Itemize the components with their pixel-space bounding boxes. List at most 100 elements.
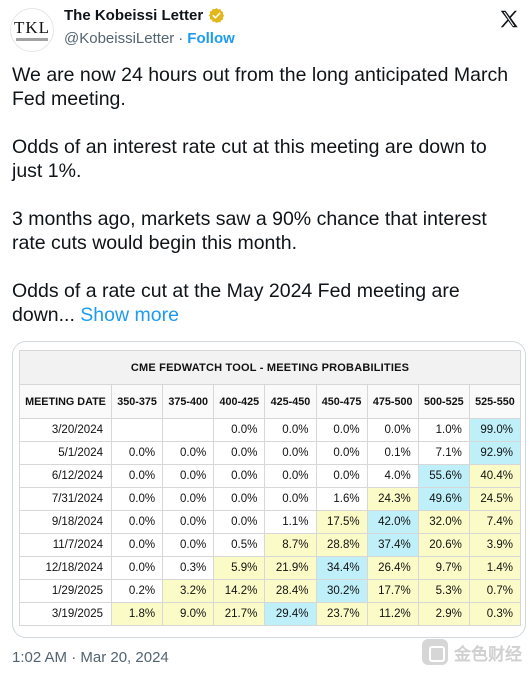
probability-cell: 42.0% — [366, 510, 419, 534]
meeting-date-cell: 3/19/2025 — [19, 602, 112, 626]
show-more-link[interactable]: Show more — [80, 304, 179, 326]
avatar[interactable]: TKL — [10, 8, 54, 52]
table-row: 9/18/2024 0.0% 0.0% 0.0% 1.1% 17.5% 42.0% 32.0%… — [19, 510, 522, 534]
tweet-header: TKL The Kobeissi Letter @KobeissiLetter … — [10, 6, 520, 56]
probability-cell: 0.0% — [162, 464, 215, 488]
meeting-date-cell: 11/7/2024 — [19, 533, 112, 557]
table-body: 3/20/2024 0.0% 0.0% 0.0% 0.0% 1.0% 99.0% 5/1/20… — [19, 418, 522, 626]
header-rate-range: 400-425 — [213, 384, 266, 419]
tweet-paragraph-last: Odds of a rate cut at the May 2024 Fed m… — [12, 279, 517, 327]
probability-cell: 0.0% — [110, 464, 164, 488]
meeting-date-cell: 9/18/2024 — [19, 510, 112, 534]
probability-cell: 30.2% — [315, 579, 368, 603]
probability-cell: 0.0% — [264, 441, 317, 465]
follow-button[interactable]: Follow — [187, 30, 235, 47]
probability-cell: 3.9% — [468, 533, 522, 557]
probability-cell: 23.7% — [315, 602, 368, 626]
probability-cell: 21.7% — [213, 602, 266, 626]
x-logo-icon[interactable] — [498, 8, 520, 30]
probability-cell: 49.6% — [417, 487, 470, 511]
probability-cell: 0.0% — [213, 510, 266, 534]
tweet-paragraph-text: Odds of a rate cut at the May 2024 Fed m… — [12, 280, 460, 326]
probability-cell: 11.2% — [366, 602, 419, 626]
probability-cell: 34.4% — [315, 556, 368, 580]
table-row: 12/18/2024 0.0% 0.3% 5.9% 21.9% 34.4% 26.4% 9.7… — [19, 556, 522, 580]
probability-cell: 3.2% — [162, 579, 215, 603]
probability-cell: 0.0% — [110, 510, 164, 534]
probability-cell: 17.5% — [315, 510, 368, 534]
probability-cell: 1.0% — [417, 418, 470, 442]
author-name[interactable]: The Kobeissi Letter — [64, 7, 204, 24]
author-handle[interactable]: @KobeissiLetter — [64, 30, 175, 47]
table-row: 3/20/2024 0.0% 0.0% 0.0% 0.0% 1.0% 99.0% — [19, 418, 522, 442]
tweet-media-image[interactable]: CME FEDWATCH TOOL - MEETING PROBABILITIE… — [12, 341, 526, 638]
probability-cell: 0.0% — [213, 441, 266, 465]
table-title: CME FEDWATCH TOOL - MEETING PROBABILITIE… — [19, 350, 521, 385]
header-rate-range: 425-450 — [264, 384, 317, 419]
watermark-logo-icon — [422, 639, 448, 665]
watermark-text: 金色财经 — [454, 644, 522, 664]
probability-cell: 29.4% — [264, 602, 317, 626]
probability-cell: 4.0% — [366, 464, 419, 488]
tweet-paragraph: Odds of an interest rate cut at this mee… — [12, 136, 487, 182]
probability-cell: 7.1% — [417, 441, 470, 465]
probability-cell: 14.2% — [213, 579, 266, 603]
probability-cell: 24.3% — [366, 487, 419, 511]
probability-cell: 37.4% — [366, 533, 419, 557]
probability-cell: 0.0% — [213, 487, 266, 511]
probability-cell: 24.5% — [468, 487, 522, 511]
probability-cell: 0.0% — [264, 464, 317, 488]
probability-cell: 9.7% — [417, 556, 470, 580]
probability-cell: 32.0% — [417, 510, 470, 534]
probability-cell: 0.0% — [162, 510, 215, 534]
probability-cell: 0.0% — [264, 418, 317, 442]
probability-cell: 5.3% — [417, 579, 470, 603]
probability-cell: 0.0% — [315, 464, 368, 488]
probability-cell: 5.9% — [213, 556, 266, 580]
probability-cell: 55.6% — [417, 464, 470, 488]
header-rate-range: 525-550 — [468, 384, 522, 419]
avatar-monogram: TKL — [13, 18, 51, 37]
tweet-paragraph: 3 months ago, markets saw a 90% chance t… — [12, 208, 487, 254]
header-rate-range: 350-375 — [110, 384, 164, 419]
probability-cell: 20.6% — [417, 533, 470, 557]
probability-cell: 0.0% — [162, 487, 215, 511]
probability-cell: 0.3% — [162, 556, 215, 580]
probability-cell: 9.0% — [162, 602, 215, 626]
probability-cell: 0.7% — [468, 579, 522, 603]
probability-cell: 0.0% — [110, 533, 164, 557]
probability-cell: 40.4% — [468, 464, 522, 488]
author-handle-row: @KobeissiLetter · Follow — [64, 30, 235, 47]
verified-badge-icon — [209, 8, 225, 23]
probability-cell: 7.4% — [468, 510, 522, 534]
probability-cell: 0.0% — [315, 441, 368, 465]
meeting-date-cell: 7/31/2024 — [19, 487, 112, 511]
probability-cell: 1.6% — [315, 487, 368, 511]
fedwatch-table: CME FEDWATCH TOOL - MEETING PROBABILITIE… — [19, 350, 522, 626]
probability-cell: 1.4% — [468, 556, 522, 580]
watermark: 金色财经 — [422, 639, 522, 665]
meeting-date-cell: 1/29/2025 — [19, 579, 112, 603]
meeting-date-cell: 3/20/2024 — [19, 418, 112, 442]
probability-cell: 0.2% — [110, 579, 164, 603]
probability-cell: 0.0% — [110, 487, 164, 511]
probability-cell: 28.4% — [264, 579, 317, 603]
probability-cell: 0.0% — [110, 556, 164, 580]
probability-cell: 99.0% — [468, 418, 522, 442]
probability-cell: 92.9% — [468, 441, 522, 465]
probability-cell: 8.7% — [264, 533, 317, 557]
probability-cell: 0.1% — [366, 441, 419, 465]
table-row: 11/7/2024 0.0% 0.0% 0.5% 8.7% 28.8% 37.4% 20.6%… — [19, 533, 522, 557]
probability-cell — [110, 418, 164, 442]
avatar-subline — [16, 38, 48, 41]
probability-cell: 0.0% — [162, 441, 215, 465]
probability-cell: 0.0% — [315, 418, 368, 442]
table-row: 6/12/2024 0.0% 0.0% 0.0% 0.0% 0.0% 4.0% 55.6% 40… — [19, 464, 522, 488]
probability-cell: 0.0% — [264, 487, 317, 511]
probability-cell: 1.1% — [264, 510, 317, 534]
header-rate-range: 450-475 — [315, 384, 368, 419]
tweet-body: We are now 24 hours out from the long an… — [12, 63, 517, 351]
probability-cell — [162, 418, 215, 442]
tweet-paragraph: We are now 24 hours out from the long an… — [12, 64, 509, 110]
tweet-timestamp[interactable]: 1:02 AM · Mar 20, 2024 — [12, 649, 169, 666]
